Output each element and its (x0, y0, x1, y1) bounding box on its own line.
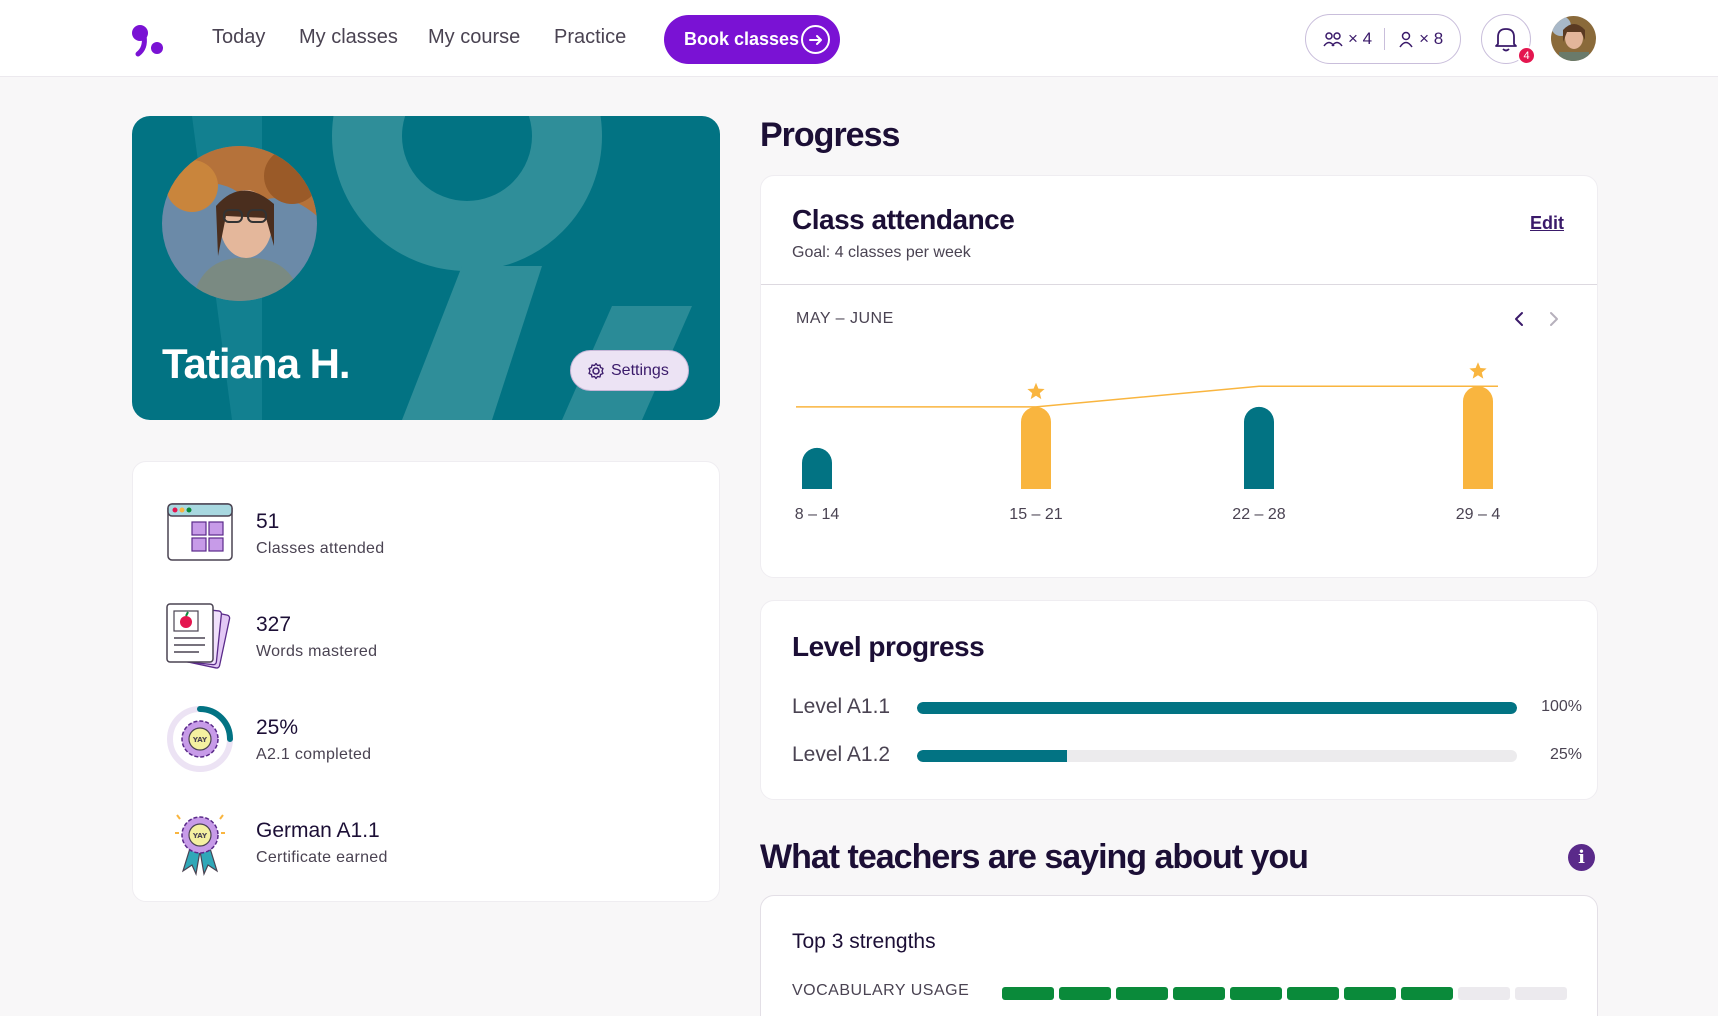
attendance-title: Class attendance (792, 204, 1015, 235)
notifications-badge: 4 (1517, 46, 1536, 65)
progress-badge-icon: YAY (167, 706, 233, 772)
chevron-right-icon[interactable] (1544, 309, 1564, 329)
strengths-title: Top 3 strengths (792, 930, 936, 953)
divider (761, 284, 1597, 285)
attendance-bar[interactable] (1463, 386, 1493, 489)
bell-icon (1495, 28, 1517, 52)
svg-text:YAY: YAY (192, 736, 208, 744)
top-navbar: Today My classes My course Practice Book… (0, 0, 1718, 77)
level-name: Level A1.1 (792, 695, 891, 718)
goal-line (796, 385, 1498, 408)
goal-met-star-icon (1469, 362, 1487, 379)
strength-row: VOCABULARY USAGE (792, 982, 1582, 1002)
strength-segment (1287, 987, 1339, 1000)
profile-card: Tatiana H. Settings (132, 116, 720, 420)
strength-segment (1116, 987, 1168, 1000)
group-class-icon (1323, 32, 1343, 47)
stat-label: Classes attended (256, 540, 385, 557)
svg-text:YAY: YAY (192, 832, 208, 840)
level-percent: 25% (1549, 746, 1582, 763)
week-tick-label: 29 – 4 (1456, 506, 1501, 523)
strength-segment (1344, 987, 1396, 1000)
info-icon[interactable]: i (1568, 844, 1595, 871)
level-progress-track (917, 702, 1517, 714)
strength-segment (1002, 987, 1054, 1000)
level-progress-track (917, 750, 1517, 762)
profile-name: Tatiana H. (162, 340, 351, 387)
stat-certificate: YAY German A1.1 Certificate earned (165, 807, 665, 881)
book-classes-label: Book classes (684, 29, 800, 49)
stats-card: 51 Classes attended 327 Words mastered Y… (132, 461, 720, 902)
strength-segment (1515, 987, 1567, 1000)
notifications-button[interactable]: 4 (1481, 14, 1536, 65)
credits-divider (1384, 28, 1386, 50)
class-credits-widget[interactable]: × 4 × 8 (1305, 14, 1461, 64)
attendance-chart: 8 – 14 15 – 21 22 – 28 29 – 4 (795, 362, 1501, 523)
week-tick-label: 22 – 28 (1232, 506, 1285, 523)
stat-value: 51 (256, 510, 280, 533)
stat-value: 25% (256, 716, 299, 739)
level-name: Level A1.2 (792, 743, 891, 766)
attendance-bar[interactable] (1021, 406, 1051, 489)
strength-segment (1458, 987, 1510, 1000)
level-progress-fill (917, 702, 1517, 714)
private-credits-count: × 8 (1419, 29, 1444, 48)
nav-today[interactable]: Today (212, 26, 266, 48)
level-progress-card: Level progress Level A1.1 100% Level A1.… (760, 600, 1598, 800)
goal-met-star-icon (1027, 382, 1045, 400)
progress-title: Progress (760, 116, 900, 154)
week-tick-label: 15 – 21 (1009, 506, 1062, 523)
settings-label: Settings (611, 361, 669, 379)
class-attendance-card: Class attendance Goal: 4 classes per wee… (760, 175, 1598, 578)
strengths-card: Top 3 strengths VOCABULARY USAGE (760, 895, 1598, 1016)
chevron-left-icon[interactable] (1509, 309, 1529, 329)
attendance-goal: Goal: 4 classes per week (792, 244, 971, 261)
week-tick-label: 8 – 14 (795, 506, 840, 523)
attendance-bar[interactable] (1244, 406, 1274, 489)
strength-segment (1059, 987, 1111, 1000)
stat-label: A2.1 completed (256, 746, 372, 763)
strength-segment (1401, 987, 1453, 1000)
stat-value: German A1.1 (256, 819, 380, 842)
group-credits-count: × 4 (1348, 29, 1373, 48)
settings-button[interactable]: Settings (570, 350, 689, 391)
level-row: Level A1.2 25% (792, 741, 1582, 771)
strength-segment (1173, 987, 1225, 1000)
nav-my-course[interactable]: My course (428, 26, 521, 48)
stat-level-completion: YAY 25% A2.1 completed (165, 704, 665, 778)
stat-label: Certificate earned (256, 849, 388, 866)
attendance-bar[interactable] (802, 447, 832, 489)
level-progress-fill (917, 750, 1067, 762)
level-percent: 100% (1541, 698, 1582, 715)
edit-goal-link[interactable]: Edit (1530, 213, 1564, 233)
stat-words-mastered: 327 Words mastered (165, 601, 665, 675)
book-classes-button[interactable]: Book classes (664, 15, 840, 64)
certificate-ribbon-icon: YAY (175, 814, 225, 877)
private-class-icon (1399, 31, 1413, 48)
teacher-feedback-title: What teachers are saying about you (760, 838, 1309, 876)
gear-icon (588, 362, 604, 379)
stat-classes-attended: 51 Classes attended (165, 498, 665, 572)
user-avatar[interactable] (1551, 16, 1596, 61)
arrow-right-icon (801, 25, 830, 54)
stat-label: Words mastered (256, 643, 378, 660)
preply-logo-icon[interactable] (130, 22, 166, 58)
stat-value: 327 (256, 613, 292, 636)
level-row: Level A1.1 100% (792, 693, 1582, 723)
strength-score-bar (1002, 987, 1567, 1000)
flashcards-icon (166, 603, 231, 669)
strength-name: VOCABULARY USAGE (792, 982, 970, 999)
date-range-label: MAY – JUNE (796, 310, 894, 327)
profile-photo (162, 146, 317, 301)
nav-my-classes[interactable]: My classes (299, 26, 398, 48)
strength-segment (1230, 987, 1282, 1000)
level-progress-title: Level progress (792, 631, 985, 662)
nav-practice[interactable]: Practice (554, 26, 627, 48)
classroom-icon (167, 503, 233, 561)
